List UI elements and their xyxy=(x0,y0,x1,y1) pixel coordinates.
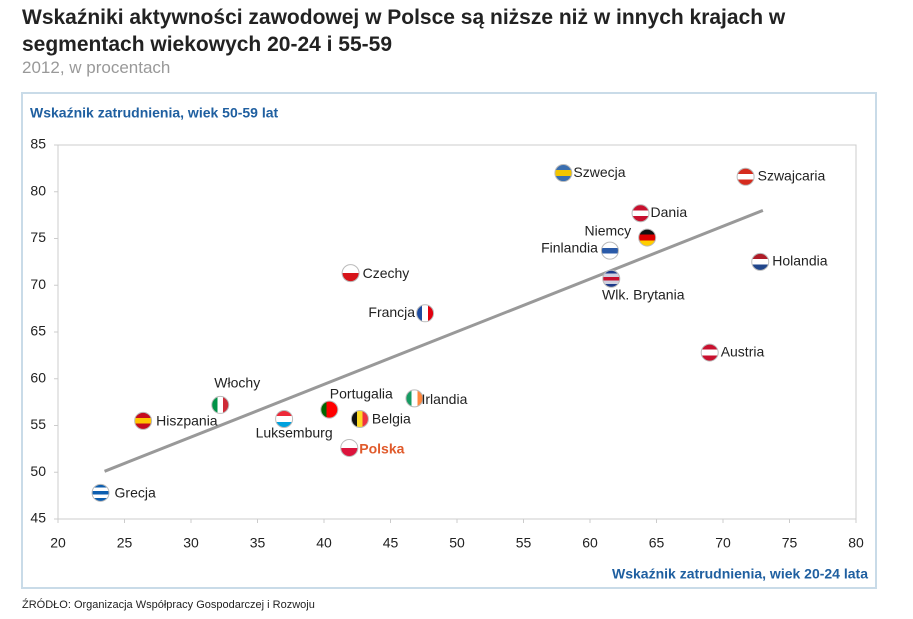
point-label: Włochy xyxy=(214,375,260,391)
trend-line xyxy=(103,209,764,473)
data-point xyxy=(600,241,619,260)
data-point xyxy=(211,395,230,414)
data-point xyxy=(275,409,294,428)
point-label: Niemcy xyxy=(585,222,632,238)
x-tick-label: 65 xyxy=(649,535,665,551)
y-tick-label: 85 xyxy=(30,136,46,152)
y-tick-label: 50 xyxy=(30,463,46,479)
x-tick-label: 45 xyxy=(383,535,399,551)
point-label: Grecja xyxy=(115,485,156,501)
x-tick-label: 60 xyxy=(582,535,598,551)
data-point xyxy=(350,409,369,428)
x-tick-label: 70 xyxy=(715,535,731,551)
y-tick-label: 45 xyxy=(30,510,46,526)
data-point xyxy=(91,483,110,502)
y-tick-label: 80 xyxy=(30,182,46,198)
point-label: Dania xyxy=(651,204,688,220)
data-point xyxy=(554,164,573,183)
point-label: Czechy xyxy=(363,265,410,281)
point-label: Irlandia xyxy=(421,391,467,407)
point-label: Francja xyxy=(368,304,415,320)
point-label: Finlandia xyxy=(541,239,598,255)
point-label: Austria xyxy=(721,343,765,359)
x-tick-label: 50 xyxy=(449,535,465,551)
point-label: Belgia xyxy=(372,411,411,427)
source-note: ŹRÓDŁO: Organizacja Współpracy Gospodarc… xyxy=(22,598,315,611)
data-point xyxy=(340,438,359,457)
point-label: Szwecja xyxy=(573,164,625,180)
x-axis-title: Wskaźnik zatrudnienia, wiek 20-24 lata xyxy=(612,566,868,582)
y-tick-label: 60 xyxy=(30,369,46,385)
point-label: Holandia xyxy=(772,253,827,269)
point-label: Polska xyxy=(359,441,404,457)
data-point xyxy=(134,411,153,430)
chart-subtitle: 2012, w procentach xyxy=(22,58,171,77)
chart-frame xyxy=(21,92,877,589)
data-point xyxy=(736,167,755,186)
y-tick-label: 55 xyxy=(30,416,46,432)
chart-title: Wskaźniki aktywności zawodowej w Polsce … xyxy=(22,6,786,56)
x-tick-label: 20 xyxy=(50,535,66,551)
x-tick-label: 25 xyxy=(117,535,133,551)
data-point xyxy=(631,204,650,223)
y-tick-label: 75 xyxy=(30,229,46,245)
data-point xyxy=(602,269,621,288)
point-label: Hiszpania xyxy=(156,413,218,429)
data-point xyxy=(751,252,770,271)
data-point xyxy=(405,389,424,408)
y-tick-label: 65 xyxy=(30,323,46,339)
y-tick-label: 70 xyxy=(30,276,46,292)
x-tick-label: 80 xyxy=(848,535,864,551)
data-point xyxy=(416,304,435,323)
data-point xyxy=(638,228,657,247)
point-label: Portugalia xyxy=(330,385,393,401)
x-tick-label: 55 xyxy=(516,535,532,551)
x-tick-label: 35 xyxy=(250,535,266,551)
point-label: Wlk. Brytania xyxy=(602,286,685,302)
data-point xyxy=(700,343,719,362)
data-point xyxy=(341,264,360,283)
y-axis-title: Wskaźnik zatrudnienia, wiek 50-59 lat xyxy=(30,105,279,121)
point-label: Szwajcaria xyxy=(758,167,826,183)
x-tick-label: 40 xyxy=(316,535,332,551)
x-tick-label: 75 xyxy=(782,535,798,551)
x-tick-label: 30 xyxy=(183,535,199,551)
data-point xyxy=(320,400,339,419)
point-label: Luksemburg xyxy=(256,425,333,441)
